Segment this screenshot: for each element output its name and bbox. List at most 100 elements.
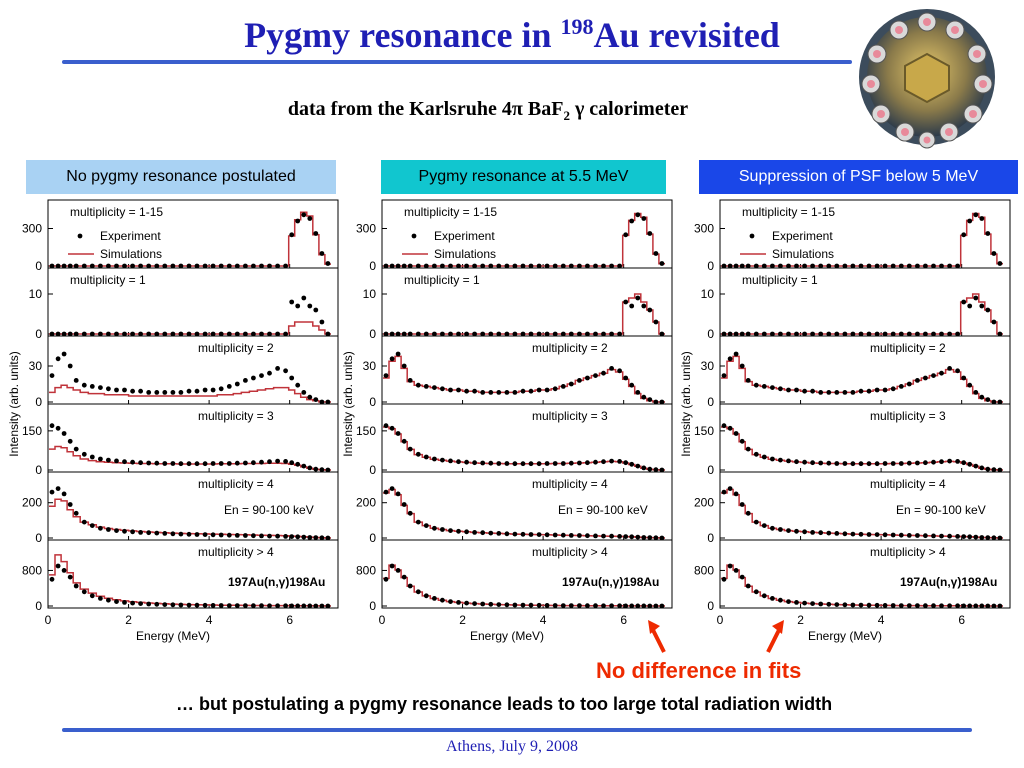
experiment-point [218, 461, 224, 466]
experiment-point [432, 263, 437, 269]
experiment-point [415, 263, 421, 269]
experiment-point [961, 299, 967, 305]
experiment-point [267, 370, 272, 376]
experiment-point [739, 574, 745, 580]
experiment-point [130, 529, 135, 535]
experiment-point [383, 489, 389, 495]
experiment-point [866, 461, 872, 467]
experiment-point [617, 263, 622, 269]
experiment-point [601, 459, 606, 465]
experiment-point [383, 263, 389, 269]
experiment-point [243, 603, 248, 608]
experiment-point [267, 533, 272, 539]
experiment-point [194, 388, 200, 394]
experiment-point [623, 299, 629, 305]
experiment-point [641, 216, 647, 221]
experiment-point [967, 218, 973, 224]
experiment-point [73, 446, 79, 452]
experiment-point [568, 603, 574, 608]
experiment-point [536, 461, 542, 467]
experiment-point [512, 461, 518, 467]
experiment-point [464, 459, 469, 465]
experiment-point [585, 533, 590, 539]
experiment-point [653, 603, 659, 609]
experiment-point [472, 331, 477, 337]
experiment-point [915, 460, 920, 466]
y-axis-label: Intensity (arb. units) [341, 351, 355, 456]
experiment-point [552, 603, 558, 608]
experiment-point [733, 491, 739, 497]
experiment-point [721, 576, 727, 582]
experiment-point [106, 527, 111, 532]
experiment-point [496, 263, 502, 269]
experiment-point [114, 387, 119, 393]
experiment-point [202, 387, 208, 393]
experiment-point [114, 263, 119, 269]
experiment-point [810, 331, 815, 337]
experiment-point [629, 218, 635, 224]
experiment-point [251, 331, 256, 337]
experiment-point [778, 331, 783, 337]
experiment-point [210, 603, 216, 608]
experiment-point [761, 384, 767, 389]
experiment-point [49, 373, 55, 378]
slide-subtitle: data from the Karlsruhe 4π BaF2 γ calori… [287, 98, 689, 123]
experiment-point [802, 600, 807, 606]
experiment-point [745, 378, 751, 383]
experiment-point [186, 602, 192, 608]
experiment-point [874, 331, 880, 337]
experiment-point [295, 603, 301, 609]
experiment-point [194, 331, 200, 337]
experiment-point [866, 532, 872, 537]
experiment-point [218, 603, 224, 608]
y-axis-label: Intensity (arb. units) [7, 351, 21, 456]
experiment-point [623, 460, 629, 466]
multiplicity-label: multiplicity = 3 [198, 409, 274, 423]
y-tick-label: 30 [701, 359, 715, 373]
experiment-point [162, 331, 168, 337]
experiment-point [415, 382, 421, 388]
panel-label-pygmy-5-5: Pygmy resonance at 5.5 MeV [381, 160, 666, 194]
row-frame [47, 539, 339, 609]
experiment-point [786, 387, 791, 393]
experiment-point [319, 399, 325, 405]
experiment-point [915, 263, 920, 269]
row-frame [719, 539, 1011, 609]
experiment-point [407, 510, 413, 516]
experiment-point [61, 491, 67, 497]
experiment-point [544, 263, 550, 269]
experiment-point [641, 465, 647, 471]
experiment-point [939, 533, 944, 539]
experiment-point [973, 390, 979, 395]
experiment-point [440, 263, 445, 269]
y-tick-label: 800 [356, 563, 376, 577]
neutron-energy-label: En = 90-100 keV [224, 503, 314, 517]
multiplicity-label: multiplicity > 4 [532, 545, 608, 559]
experiment-point [947, 458, 952, 464]
experiment-point [727, 563, 733, 569]
experiment-point [727, 486, 733, 491]
experiment-point [448, 528, 453, 533]
experiment-point [818, 460, 824, 466]
experiment-point [866, 263, 872, 269]
experiment-point [154, 601, 160, 607]
experiment-point [432, 456, 437, 462]
experiment-point [593, 373, 598, 378]
experiment-point [234, 460, 240, 466]
experiment-point [653, 535, 659, 541]
no-difference-note: No difference in fits [596, 658, 802, 683]
experiment-point [997, 399, 1003, 405]
experiment-point [739, 438, 745, 444]
experiment-point [307, 535, 313, 540]
experiment-point [488, 390, 494, 395]
experiment-point [834, 390, 840, 395]
experiment-point [647, 231, 653, 236]
experiment-point [635, 295, 641, 301]
experiment-point [552, 532, 558, 538]
experiment-point [753, 451, 759, 457]
experiment-point [931, 263, 936, 269]
multiplicity-label: multiplicity = 3 [870, 409, 946, 423]
experiment-point [301, 603, 307, 609]
reaction-label: 197Au(n,γ)198Au [228, 575, 325, 589]
reaction-label: 197Au(n,γ)198Au [900, 575, 997, 589]
